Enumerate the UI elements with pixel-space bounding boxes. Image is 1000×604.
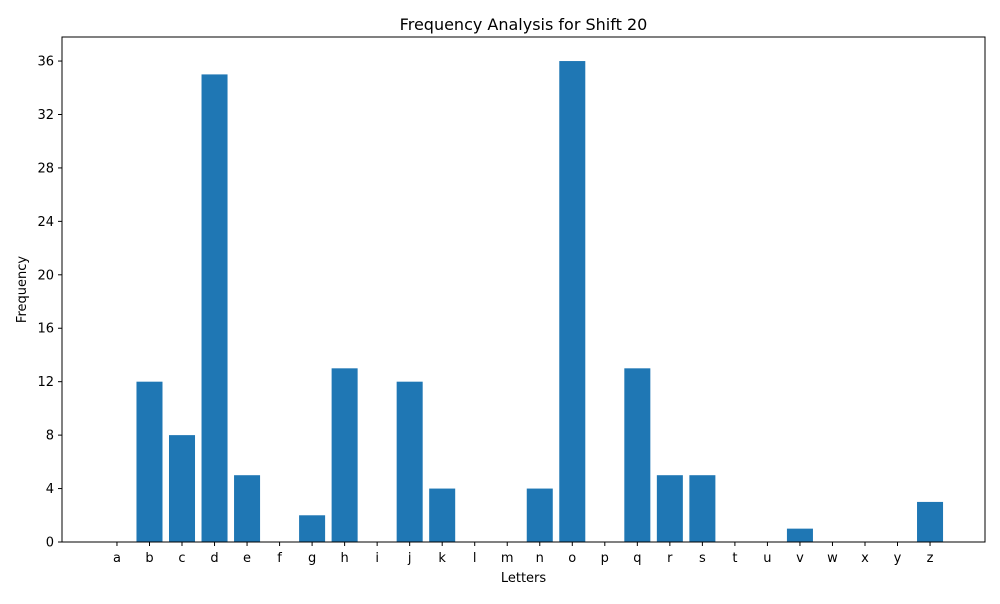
x-tick-label-c: c [178, 551, 185, 566]
x-tick-label-l: l [473, 551, 477, 566]
x-tick-label-n: n [536, 551, 544, 566]
y-tick-label-16: 16 [37, 322, 54, 337]
x-tick-label-r: r [667, 551, 673, 566]
x-tick-label-q: q [633, 551, 641, 566]
x-tick-label-f: f [277, 551, 282, 566]
bar-z [917, 501, 944, 542]
bar-q [624, 368, 651, 542]
y-tick-label-8: 8 [46, 429, 54, 444]
bar-h [331, 368, 358, 542]
x-tick-label-x: x [861, 551, 869, 566]
x-tick-label-b: b [145, 551, 153, 566]
y-axis-label: Frequency [15, 256, 30, 323]
y-tick-label-0: 0 [46, 536, 54, 551]
x-tick-label-p: p [601, 551, 609, 566]
y-tick-label-20: 20 [37, 268, 54, 283]
y-tick-label-4: 4 [46, 482, 54, 497]
x-axis-ticks: a b c d e f g h i j k l m n o p q r s t u v w x y z [113, 542, 934, 566]
x-tick-label-k: k [438, 551, 446, 566]
bar-j [396, 381, 423, 542]
y-tick-label-28: 28 [37, 161, 54, 176]
bar-n [526, 488, 553, 542]
bar-s [689, 475, 716, 542]
x-tick-label-z: z [927, 551, 934, 566]
bar-b [136, 381, 163, 542]
bar-c [169, 435, 196, 542]
bar-o [559, 61, 586, 543]
x-tick-label-w: w [827, 551, 838, 566]
y-tick-label-36: 36 [37, 55, 54, 70]
x-tick-label-m: m [501, 551, 514, 566]
bar-r [656, 475, 683, 542]
x-tick-label-d: d [210, 551, 218, 566]
x-tick-label-j: j [407, 551, 412, 566]
x-tick-label-u: u [763, 551, 771, 566]
x-tick-label-a: a [113, 551, 121, 566]
plot-area [136, 61, 944, 543]
x-tick-label-h: h [340, 551, 348, 566]
bar-k [429, 488, 456, 542]
x-tick-label-g: g [308, 551, 316, 566]
y-axis-ticks: 0 4 8 12 16 20 24 28 32 36 [37, 55, 62, 551]
x-axis-label: Letters [501, 571, 547, 586]
y-tick-label-32: 32 [37, 108, 54, 123]
bar-d [201, 74, 228, 542]
x-tick-label-o: o [568, 551, 576, 566]
x-tick-label-t: t [732, 551, 737, 566]
y-tick-label-12: 12 [37, 375, 54, 390]
bar-g [299, 515, 326, 542]
x-tick-label-i: i [375, 551, 379, 566]
y-tick-label-24: 24 [37, 215, 54, 230]
x-tick-label-s: s [699, 551, 706, 566]
chart-title: Frequency Analysis for Shift 20 [400, 15, 648, 34]
x-tick-label-v: v [796, 551, 804, 566]
x-tick-label-y: y [894, 551, 902, 566]
bar-e [234, 475, 261, 542]
bar-v [786, 528, 813, 542]
x-tick-label-e: e [243, 551, 251, 566]
axes-frame [61, 36, 986, 543]
